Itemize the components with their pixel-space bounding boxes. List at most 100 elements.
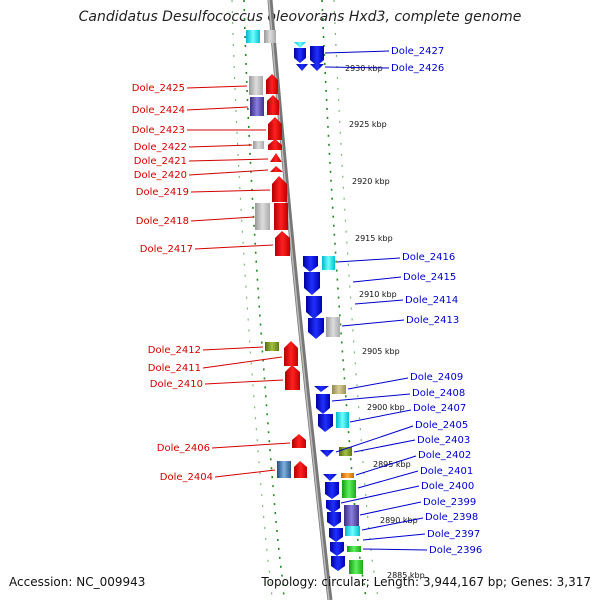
gene-glyph bbox=[326, 317, 340, 337]
leader-line bbox=[188, 158, 269, 162]
scale-label: 2915 kbp bbox=[355, 234, 393, 243]
gene-glyph bbox=[341, 473, 354, 478]
leader-line bbox=[361, 517, 424, 531]
gene-glyph bbox=[345, 526, 360, 536]
gene-label-left[interactable]: Dole_2420 bbox=[134, 170, 187, 181]
gene-label-left[interactable]: Dole_2421 bbox=[134, 156, 187, 167]
gene-glyph bbox=[275, 231, 290, 256]
leader-line bbox=[349, 409, 412, 423]
gene-label-right[interactable]: Dole_2415 bbox=[403, 272, 456, 283]
gene-label-right[interactable]: Dole_2414 bbox=[405, 295, 458, 306]
gene-glyph bbox=[326, 500, 340, 513]
leader-line bbox=[188, 169, 269, 176]
scale-label: 2905 kbp bbox=[362, 347, 400, 356]
gene-label-right[interactable]: Dole_2408 bbox=[412, 388, 465, 399]
scale-label: 2910 kbp bbox=[359, 290, 397, 299]
leader-line bbox=[190, 189, 271, 193]
gene-glyph bbox=[284, 341, 298, 366]
gene-glyph bbox=[268, 139, 282, 150]
map-title: Candidatus Desulfococcus oleovorans Hxd3… bbox=[78, 9, 522, 25]
track-outer-right bbox=[321, 0, 367, 600]
gene-glyph bbox=[272, 176, 287, 202]
leader-line bbox=[214, 469, 276, 478]
gene-glyph bbox=[250, 97, 264, 116]
gene-glyph bbox=[332, 385, 346, 394]
gene-glyph bbox=[339, 447, 352, 456]
gene-label-right[interactable]: Dole_2403 bbox=[417, 435, 470, 446]
gene-label-right[interactable]: Dole_2401 bbox=[420, 466, 473, 477]
gene-glyph bbox=[330, 542, 344, 556]
gene-glyph bbox=[277, 461, 291, 478]
gene-glyph bbox=[318, 414, 333, 432]
gene-label-right[interactable]: Dole_2402 bbox=[418, 450, 471, 461]
gene-glyph bbox=[322, 256, 335, 270]
right-gene-glyphs bbox=[294, 42, 363, 574]
gene-glyph bbox=[342, 480, 356, 498]
leader-line bbox=[352, 276, 402, 283]
genome-backbone bbox=[267, 0, 333, 600]
gene-label-left[interactable]: Dole_2404 bbox=[160, 472, 213, 483]
leader-line bbox=[355, 455, 417, 476]
gene-label-left[interactable]: Dole_2411 bbox=[148, 363, 201, 374]
gene-label-right[interactable]: Dole_2397 bbox=[427, 529, 480, 540]
gene-label-right[interactable]: Dole_2427 bbox=[391, 46, 444, 57]
leader-line bbox=[331, 393, 411, 402]
gene-glyph bbox=[268, 117, 282, 140]
gene-label-right[interactable]: Dole_2400 bbox=[421, 481, 474, 492]
gene-glyph bbox=[314, 386, 329, 392]
gene-label-right[interactable]: Dole_2416 bbox=[402, 252, 455, 263]
gene-glyph bbox=[294, 42, 306, 48]
gene-label-left[interactable]: Dole_2422 bbox=[134, 142, 187, 153]
gene-glyph bbox=[303, 256, 318, 272]
leader-line bbox=[353, 439, 416, 453]
gene-glyph bbox=[310, 64, 324, 71]
gene-glyph bbox=[323, 474, 337, 481]
leader-line bbox=[336, 257, 401, 263]
leader-line bbox=[359, 501, 422, 516]
gene-label-right[interactable]: Dole_2426 bbox=[391, 63, 444, 74]
leader-line bbox=[357, 470, 419, 489]
gene-label-left[interactable]: Dole_2406 bbox=[157, 443, 210, 454]
gene-label-right[interactable]: Dole_2407 bbox=[413, 403, 466, 414]
left-gene-glyphs bbox=[246, 30, 307, 478]
gene-glyph bbox=[308, 318, 324, 339]
gene-label-right[interactable]: Dole_2413 bbox=[406, 315, 459, 326]
gene-glyph bbox=[294, 461, 307, 478]
gene-label-left[interactable]: Dole_2425 bbox=[132, 83, 185, 94]
gene-glyph bbox=[249, 76, 263, 95]
gene-label-left[interactable]: Dole_2417 bbox=[140, 244, 193, 255]
gene-glyph bbox=[304, 272, 320, 295]
gene-glyph bbox=[349, 560, 363, 574]
gene-glyph bbox=[325, 482, 339, 499]
gene-label-left[interactable]: Dole_2412 bbox=[148, 345, 201, 356]
gene-glyph bbox=[264, 30, 276, 43]
leader-line bbox=[354, 299, 404, 305]
gene-label-right[interactable]: Dole_2396 bbox=[429, 545, 482, 556]
accession-text: Accession: NC_009943 bbox=[9, 575, 146, 589]
gene-label-left[interactable]: Dole_2424 bbox=[132, 105, 185, 116]
track-inner-left bbox=[231, 0, 273, 600]
genome-summary-text: Topology: circular; Length: 3,944,167 bp… bbox=[261, 575, 591, 589]
gene-glyph bbox=[344, 505, 359, 526]
gene-glyph bbox=[292, 434, 306, 448]
leader-line bbox=[202, 356, 283, 369]
gene-label-right[interactable]: Dole_2405 bbox=[415, 420, 468, 431]
leader-line bbox=[335, 425, 414, 453]
gene-label-left[interactable]: Dole_2423 bbox=[132, 125, 185, 136]
scale-label: 2930 kbp bbox=[345, 64, 383, 73]
genome-backbone-highlight bbox=[268, 0, 330, 600]
leader-line bbox=[186, 106, 249, 111]
leader-line bbox=[204, 379, 284, 385]
gene-glyph bbox=[310, 46, 324, 66]
leader-line bbox=[188, 144, 253, 148]
gene-label-left[interactable]: Dole_2419 bbox=[136, 187, 189, 198]
gene-label-left[interactable]: Dole_2418 bbox=[136, 216, 189, 227]
gene-label-left[interactable]: Dole_2410 bbox=[150, 379, 203, 390]
gene-label-right[interactable]: Dole_2399 bbox=[423, 497, 476, 508]
scale-label: 2885 kbp bbox=[387, 571, 425, 580]
gene-label-right[interactable]: Dole_2398 bbox=[425, 512, 478, 523]
gene-label-right[interactable]: Dole_2409 bbox=[410, 372, 463, 383]
gene-glyph bbox=[320, 450, 334, 457]
gene-glyph bbox=[255, 203, 270, 230]
